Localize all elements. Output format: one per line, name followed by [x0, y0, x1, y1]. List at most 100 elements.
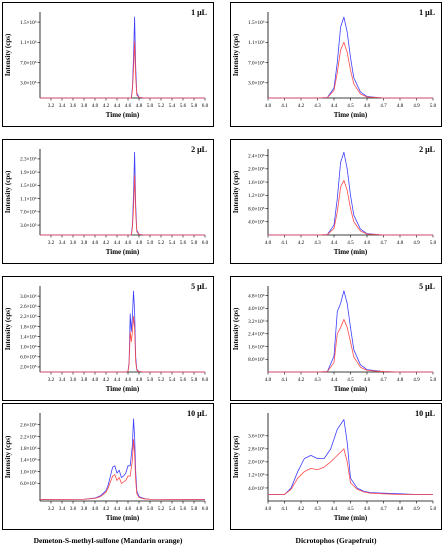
- y-tick-label: 2.0×10⁵: [20, 365, 37, 371]
- x-tick-label: 4.1: [281, 240, 288, 246]
- panel-frame: [230, 2, 442, 127]
- y-tick-label: 2.0×10⁶: [248, 460, 265, 466]
- x-tick-label: 3.6: [70, 240, 77, 246]
- panel-frame: [2, 2, 214, 127]
- chart-panel: 4.0 4.1 4.2 4.3 4.4 4.5 4.6 4.7 4.8 4.9 5.0 4.0×10⁵…: [230, 403, 442, 530]
- y-tick-label: 4.0×10⁵: [248, 486, 265, 492]
- x-tick-label: 6.0: [202, 506, 209, 512]
- x-tick-label: 4.2: [103, 103, 110, 109]
- x-tick-label: 5.0: [430, 240, 437, 246]
- x-tick-label: 5.6: [180, 103, 187, 109]
- x-tick-label: 4.7: [380, 506, 387, 512]
- panel-frame: [2, 276, 214, 401]
- x-tick-label: 5.8: [191, 103, 198, 109]
- x-tick-label: 5.2: [158, 506, 165, 512]
- x-tick-label: 5.2: [158, 377, 165, 383]
- x-tick-label: 4.8: [136, 240, 143, 246]
- y-tick-label: 1.9×10⁶: [20, 170, 37, 176]
- y-tick-label: 1.8×10⁶: [20, 324, 37, 330]
- x-tick-label: 5.4: [169, 506, 176, 512]
- series-line-blue: [40, 16, 205, 99]
- y-axis-label: Intensity (cps): [232, 307, 240, 350]
- x-axis-label: Time (min): [106, 385, 140, 393]
- series-line-red: [268, 319, 433, 373]
- x-tick-label: 3.2: [48, 377, 55, 383]
- x-tick-label: 5.0: [147, 103, 154, 109]
- panel-label: 5 μL: [191, 282, 207, 291]
- x-tick-label: 5.0: [430, 377, 437, 383]
- x-tick-label: 4.4: [114, 377, 121, 383]
- x-tick-label: 4.6: [364, 240, 371, 246]
- x-tick-label: 4.8: [397, 506, 404, 512]
- y-tick-label: 1.6×10⁶: [248, 344, 265, 350]
- x-tick-label: 4.4: [331, 240, 338, 246]
- x-tick-label: 5.6: [180, 506, 187, 512]
- panel-label: 5 μL: [419, 282, 435, 291]
- x-tick-label: 4.0: [92, 506, 99, 512]
- x-tick-label: 4.2: [298, 506, 305, 512]
- y-tick-label: 2.2×10⁶: [20, 314, 37, 320]
- panel-frame: [2, 403, 214, 530]
- x-tick-label: 4.8: [136, 506, 143, 512]
- y-tick-label: 1.6×10⁶: [248, 180, 265, 186]
- panel-label: 1 μL: [419, 8, 435, 17]
- x-tick-label: 4.9: [413, 240, 420, 246]
- x-tick-label: 4.0: [92, 377, 99, 383]
- y-tick-label: 3.2×10⁶: [248, 319, 265, 325]
- x-tick-label: 3.4: [59, 103, 66, 109]
- x-tick-label: 5.2: [158, 103, 165, 109]
- x-axis-label: Time (min): [334, 385, 368, 393]
- x-tick-label: 4.2: [103, 506, 110, 512]
- x-tick-label: 5.4: [169, 240, 176, 246]
- y-tick-label: 1.1×10⁶: [20, 196, 37, 202]
- x-tick-label: 4.3: [314, 240, 321, 246]
- series-line-blue: [39, 418, 206, 500]
- x-tick-label: 3.6: [70, 506, 77, 512]
- x-tick-label: 4.6: [125, 506, 132, 512]
- x-tick-label: 4.2: [298, 377, 305, 383]
- y-tick-label: 7.0×10⁵: [20, 210, 37, 216]
- panel-frame: [230, 139, 442, 264]
- x-tick-label: 4.5: [347, 240, 354, 246]
- x-tick-label: 5.6: [180, 240, 187, 246]
- y-axis-label: Intensity (cps): [232, 33, 240, 76]
- x-tick-label: 4.4: [331, 506, 338, 512]
- x-tick-label: 4.7: [380, 377, 387, 383]
- x-tick-label: 4.1: [281, 506, 288, 512]
- x-tick-label: 4.4: [114, 240, 121, 246]
- y-axis-label: Intensity (cps): [4, 435, 12, 478]
- x-tick-label: 4.4: [331, 103, 338, 109]
- x-axis-label: Time (min): [106, 248, 140, 256]
- x-tick-label: 6.0: [202, 240, 209, 246]
- x-tick-label: 5.0: [147, 240, 154, 246]
- series-line-blue: [40, 151, 205, 236]
- x-axis-label: Time (min): [106, 111, 140, 119]
- x-tick-label: 4.5: [347, 506, 354, 512]
- x-tick-label: 4.0: [92, 240, 99, 246]
- panel-frame: [230, 276, 442, 401]
- y-tick-label: 7.0×10⁵: [20, 60, 37, 66]
- x-tick-label: 4.8: [136, 103, 143, 109]
- x-axis-label: Time (min): [334, 111, 368, 119]
- x-axis-label: Time (min): [334, 248, 368, 256]
- y-tick-label: 1.5×10⁶: [20, 183, 37, 189]
- series-line-red: [40, 40, 205, 99]
- series-line-red: [268, 180, 433, 236]
- chart-panel: 4.0 4.1 4.2 4.3 4.4 4.5 4.6 4.7 4.8 4.9 5.0 3.0×10⁵…: [230, 2, 442, 127]
- y-tick-label: 1.4×10⁶: [20, 334, 37, 340]
- series-line-blue: [40, 290, 205, 373]
- y-tick-label: 1.4×10⁶: [20, 458, 37, 464]
- x-tick-label: 3.4: [59, 240, 66, 246]
- y-axis-label: Intensity (cps): [4, 170, 12, 213]
- x-tick-label: 4.6: [364, 377, 371, 383]
- chart-panel: 4.0 4.1 4.2 4.3 4.4 4.5 4.6 4.7 4.8 4.9 5.0 8.0×10⁵…: [230, 276, 442, 401]
- x-tick-label: 3.8: [81, 506, 88, 512]
- x-tick-label: 4.1: [281, 103, 288, 109]
- x-tick-label: 3.8: [81, 377, 88, 383]
- x-tick-label: 4.8: [397, 240, 404, 246]
- x-tick-label: 5.0: [430, 506, 437, 512]
- y-tick-label: 1.5×10⁶: [20, 20, 37, 26]
- x-tick-label: 4.2: [103, 240, 110, 246]
- x-tick-label: 3.2: [48, 103, 55, 109]
- x-tick-label: 4.0: [265, 506, 272, 512]
